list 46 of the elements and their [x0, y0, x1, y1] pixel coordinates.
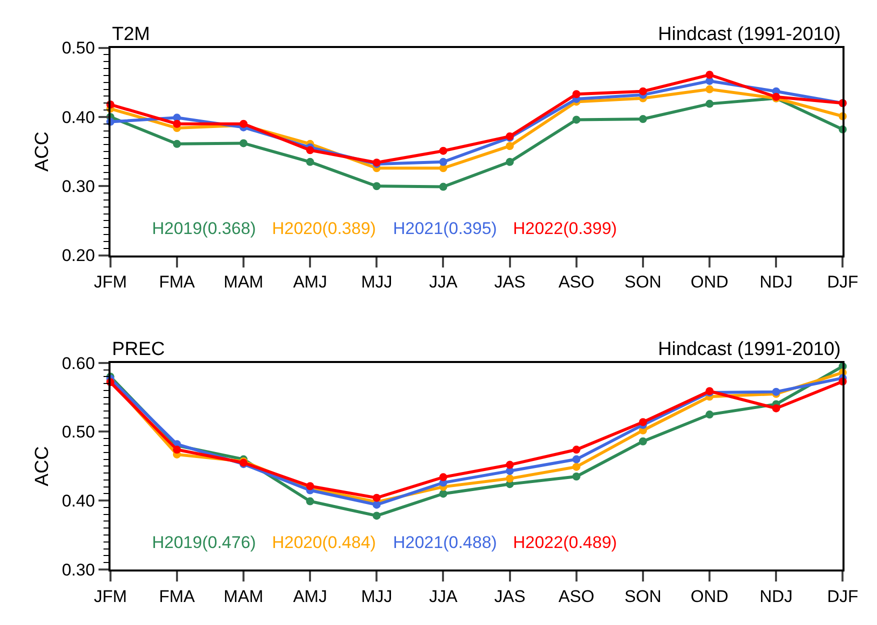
y-tick-label: 0.30: [62, 177, 95, 196]
x-tick-label: JJA: [429, 272, 458, 292]
y-tick-label: 0.50: [62, 38, 95, 58]
y-tick-label: 0.50: [62, 422, 95, 442]
x-tick-label: MAM: [224, 586, 264, 606]
x-tick-label: NDJ: [760, 586, 793, 606]
x-tick-label: ASO: [558, 586, 594, 606]
x-tick-label: DJF: [827, 272, 858, 292]
x-tick-label: SON: [624, 586, 662, 606]
y-tick-label: 0.30: [62, 560, 95, 580]
text: H2019(0.368): [152, 219, 256, 238]
x-tick-label: ASO: [558, 272, 594, 292]
x-tick-label: JFM: [94, 272, 127, 292]
text: H2019(0.476): [152, 533, 256, 552]
y-axis-title: ACC: [32, 446, 54, 486]
y-tick-label: 0.60: [62, 354, 95, 373]
text: H2020(0.389): [272, 219, 376, 238]
y-tick-label: 0.40: [62, 492, 95, 511]
x-tick-label: OND: [690, 586, 728, 606]
x-tick-label: JFM: [94, 586, 127, 606]
x-tick-label: JJA: [429, 586, 458, 606]
x-tick-label: MJJ: [361, 586, 392, 606]
x-tick-label: AMJ: [293, 586, 328, 606]
x-tick-label: NDJ: [760, 272, 793, 292]
text: H2022(0.399): [513, 219, 617, 238]
chart-title: T2M: [112, 24, 150, 45]
x-tick-label: AMJ: [293, 272, 328, 292]
series-label: H2020(0.484): [272, 533, 376, 552]
x-tick-label: DJF: [827, 586, 858, 606]
x-tick-label: SON: [624, 272, 662, 292]
x-tick-label: FMA: [158, 272, 196, 292]
y-axis-title: ACC: [32, 131, 54, 172]
series-label: H2021(0.488): [393, 533, 497, 552]
text: H2021(0.395): [393, 219, 497, 238]
x-tick-label: OND: [690, 272, 728, 292]
x-tick-label: JAS: [494, 586, 526, 606]
y-tick-label: 0.40: [62, 108, 95, 127]
y-tick-label: 0.20: [62, 246, 95, 266]
chart-subtitle: Hindcast (1991-2010): [658, 339, 841, 360]
x-tick-label: MJJ: [361, 272, 392, 292]
x-tick-label: MAM: [224, 272, 264, 292]
x-tick-label: FMA: [158, 586, 196, 606]
chart-title: PREC: [112, 339, 165, 360]
text: H2022(0.489): [513, 533, 617, 552]
chart-subtitle: Hindcast (1991-2010): [658, 24, 841, 45]
x-tick-label: JAS: [494, 272, 526, 292]
